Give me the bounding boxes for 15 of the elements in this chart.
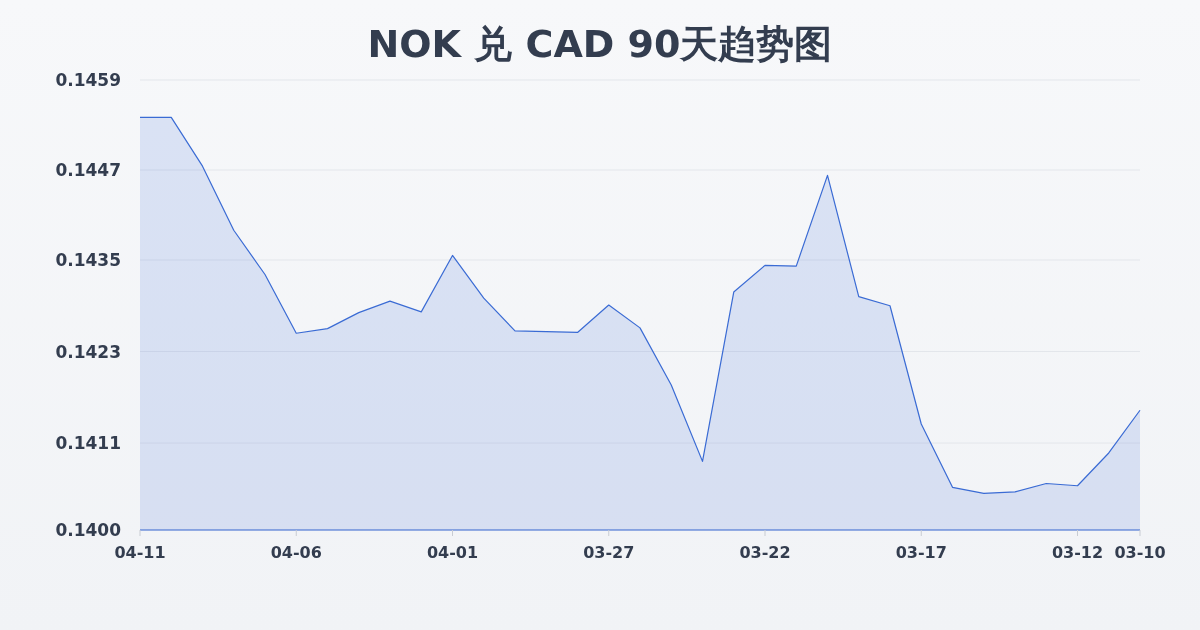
y-tick-label: 0.1411 — [55, 433, 121, 454]
x-tick-label: 03-17 — [895, 543, 947, 562]
x-tick-label: 04-11 — [114, 543, 166, 562]
y-tick-label: 0.1447 — [55, 160, 121, 181]
y-tick-label: 0.1423 — [55, 341, 121, 362]
y-tick-label: 0.1459 — [55, 70, 121, 91]
y-tick-label: 0.1435 — [55, 250, 121, 271]
x-tick-label: 03-22 — [739, 543, 791, 562]
x-tick-label: 04-01 — [426, 543, 479, 562]
chart-title: NOK 兑 CAD 90天趋势图 — [366, 21, 834, 68]
x-tick-label: 03-10 — [1114, 543, 1166, 562]
x-tick-label: 03-12 — [1051, 543, 1104, 562]
x-tick-label: 03-27 — [583, 543, 635, 562]
y-tick-label: 0.1400 — [55, 520, 122, 541]
x-tick-label: 04-06 — [270, 543, 322, 562]
